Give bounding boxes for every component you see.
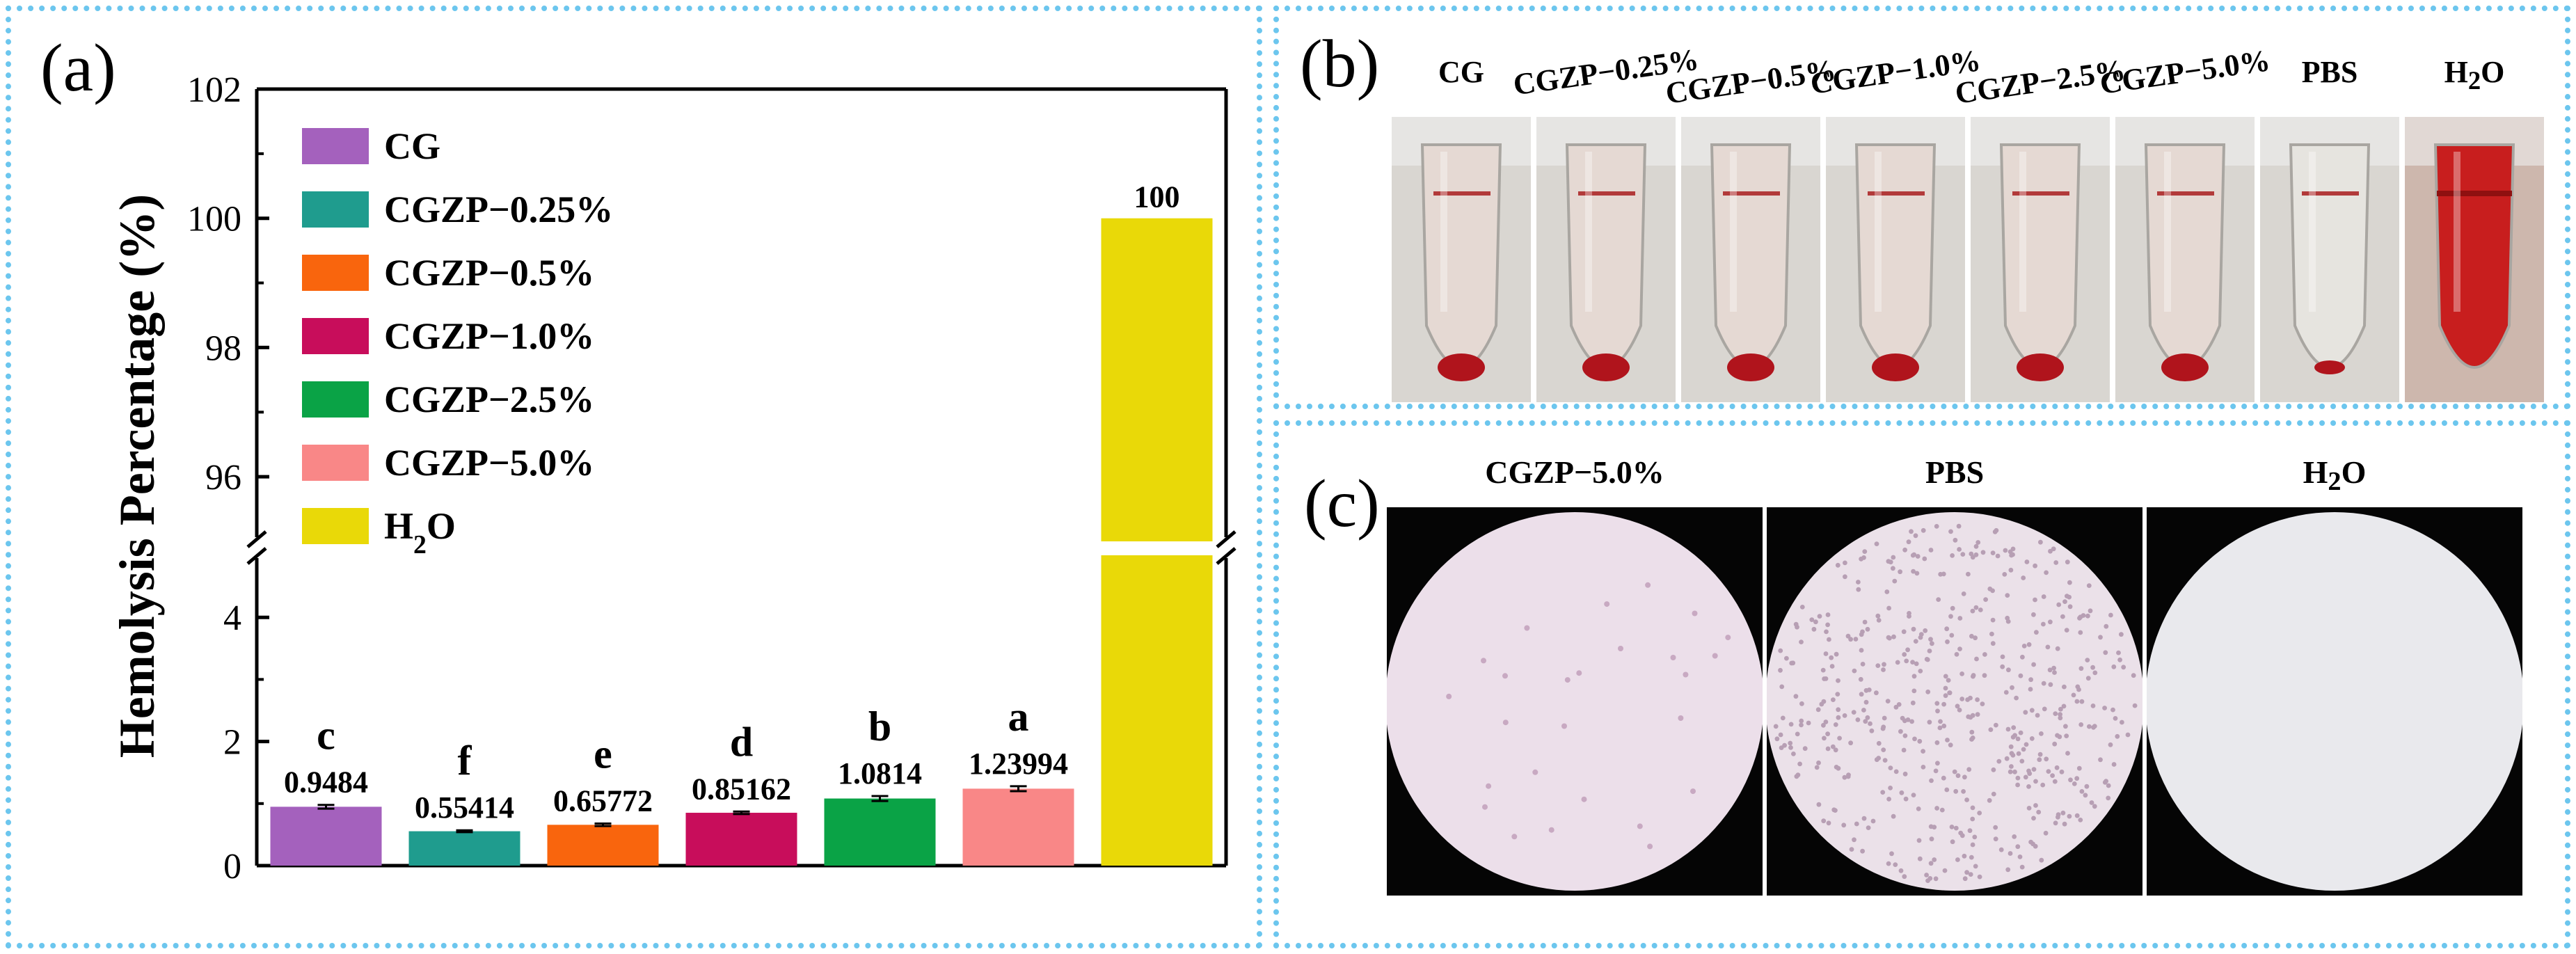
y-tick-label: 96 bbox=[205, 458, 241, 498]
value-label: 1.23994 bbox=[969, 747, 1068, 781]
legend-swatch bbox=[302, 381, 369, 418]
bar-6-lower bbox=[1101, 555, 1213, 866]
y-tick-label: 2 bbox=[223, 723, 241, 763]
axis-break-mark bbox=[1216, 547, 1237, 565]
value-label: 0.55414 bbox=[415, 790, 514, 825]
legend-label: CGZP−2.5% bbox=[384, 379, 594, 420]
panel-b: (b) CG CGZP−0.25% CGZP−0.5% CGZP−1.0% CGZP−2… bbox=[1273, 6, 2570, 409]
legend-label: CGZP−1.0% bbox=[384, 315, 594, 357]
panel-c-label: (c) bbox=[1304, 466, 1380, 541]
legend-label: CGZP−0.25% bbox=[384, 189, 613, 230]
legend-swatch bbox=[302, 191, 369, 228]
significance-letter: e bbox=[594, 731, 612, 777]
y-tick-label: 100 bbox=[187, 200, 241, 239]
tube-label: CGZP−5.0% bbox=[2097, 43, 2273, 101]
legend-swatch bbox=[302, 445, 369, 481]
microscopy-image bbox=[1387, 507, 1763, 896]
tube-label: CG bbox=[1438, 55, 1484, 89]
panel-a: (a) 0 2 4 96 98 100 102 Hemolysis Percentage (%… bbox=[6, 6, 1262, 948]
tube-label: H2O bbox=[2444, 55, 2505, 95]
tube-photo bbox=[1681, 117, 1820, 402]
bar-2 bbox=[547, 825, 659, 866]
panel-b-label: (b) bbox=[1300, 26, 1380, 102]
legend-label: CG bbox=[384, 125, 440, 167]
significance-letter: a bbox=[1008, 694, 1029, 740]
legend-swatch bbox=[302, 318, 369, 354]
y-axis-label: Hemolysis Percentage (%) bbox=[109, 194, 165, 758]
legend-swatch bbox=[302, 255, 369, 291]
value-label: 0.85162 bbox=[692, 772, 791, 806]
legend: CG CGZP−0.25% CGZP−0.5% CGZP−1.0% CGZP−2.5% C… bbox=[302, 125, 613, 559]
microscopy-label: H2O bbox=[2303, 454, 2367, 497]
significance-letter: d bbox=[730, 719, 753, 765]
bar-6-upper bbox=[1101, 218, 1213, 541]
y-tick-label: 102 bbox=[187, 70, 241, 110]
tube-photo bbox=[2115, 117, 2255, 402]
tube-label: PBS bbox=[2301, 55, 2358, 89]
legend-swatch bbox=[302, 128, 369, 164]
axis-break-mark bbox=[246, 547, 267, 565]
value-label: 100 bbox=[1134, 180, 1180, 214]
panel-c: (c) CGZP−5.0% PBS H2O bbox=[1273, 420, 2570, 948]
legend-label: H2O bbox=[384, 505, 456, 559]
microscopy-label: PBS bbox=[1925, 454, 1985, 490]
bar-4 bbox=[824, 798, 936, 866]
significance-letter: c bbox=[317, 713, 335, 758]
tube-photo bbox=[2405, 117, 2544, 402]
y-tick-label: 4 bbox=[223, 598, 241, 638]
panel-a-label: (a) bbox=[40, 31, 116, 106]
axis-break-mark bbox=[1216, 530, 1237, 548]
value-label: 0.65772 bbox=[553, 784, 653, 818]
microscopy-image bbox=[1767, 507, 2142, 896]
y-tick-label: 0 bbox=[223, 847, 241, 887]
y-tick-label: 98 bbox=[205, 328, 241, 368]
tube-photo bbox=[1826, 117, 1965, 402]
tube-photo bbox=[1971, 117, 2110, 402]
microscopy-label: CGZP−5.0% bbox=[1485, 454, 1664, 490]
legend-label: CGZP−0.5% bbox=[384, 252, 594, 294]
hemolysis-bar-chart: 0 2 4 96 98 100 102 Hemolysis Percentage (%) 0.9… bbox=[109, 70, 1237, 887]
microscopy-image bbox=[2147, 507, 2522, 896]
bar-0 bbox=[270, 806, 382, 866]
bar-3 bbox=[685, 813, 797, 866]
significance-letter: f bbox=[458, 738, 472, 784]
value-label: 0.9484 bbox=[284, 765, 368, 800]
axis-break-mark bbox=[246, 530, 267, 548]
bar-1 bbox=[408, 831, 520, 866]
bar-5 bbox=[962, 788, 1074, 866]
value-label: 1.0814 bbox=[838, 756, 922, 790]
legend-swatch bbox=[302, 508, 369, 544]
tube-photo bbox=[2260, 117, 2399, 402]
bars bbox=[270, 218, 1213, 866]
significance-letter: b bbox=[868, 703, 891, 749]
tube-photo bbox=[1536, 117, 1676, 402]
legend-label: CGZP−5.0% bbox=[384, 442, 594, 484]
tube-photo bbox=[1392, 117, 1531, 402]
